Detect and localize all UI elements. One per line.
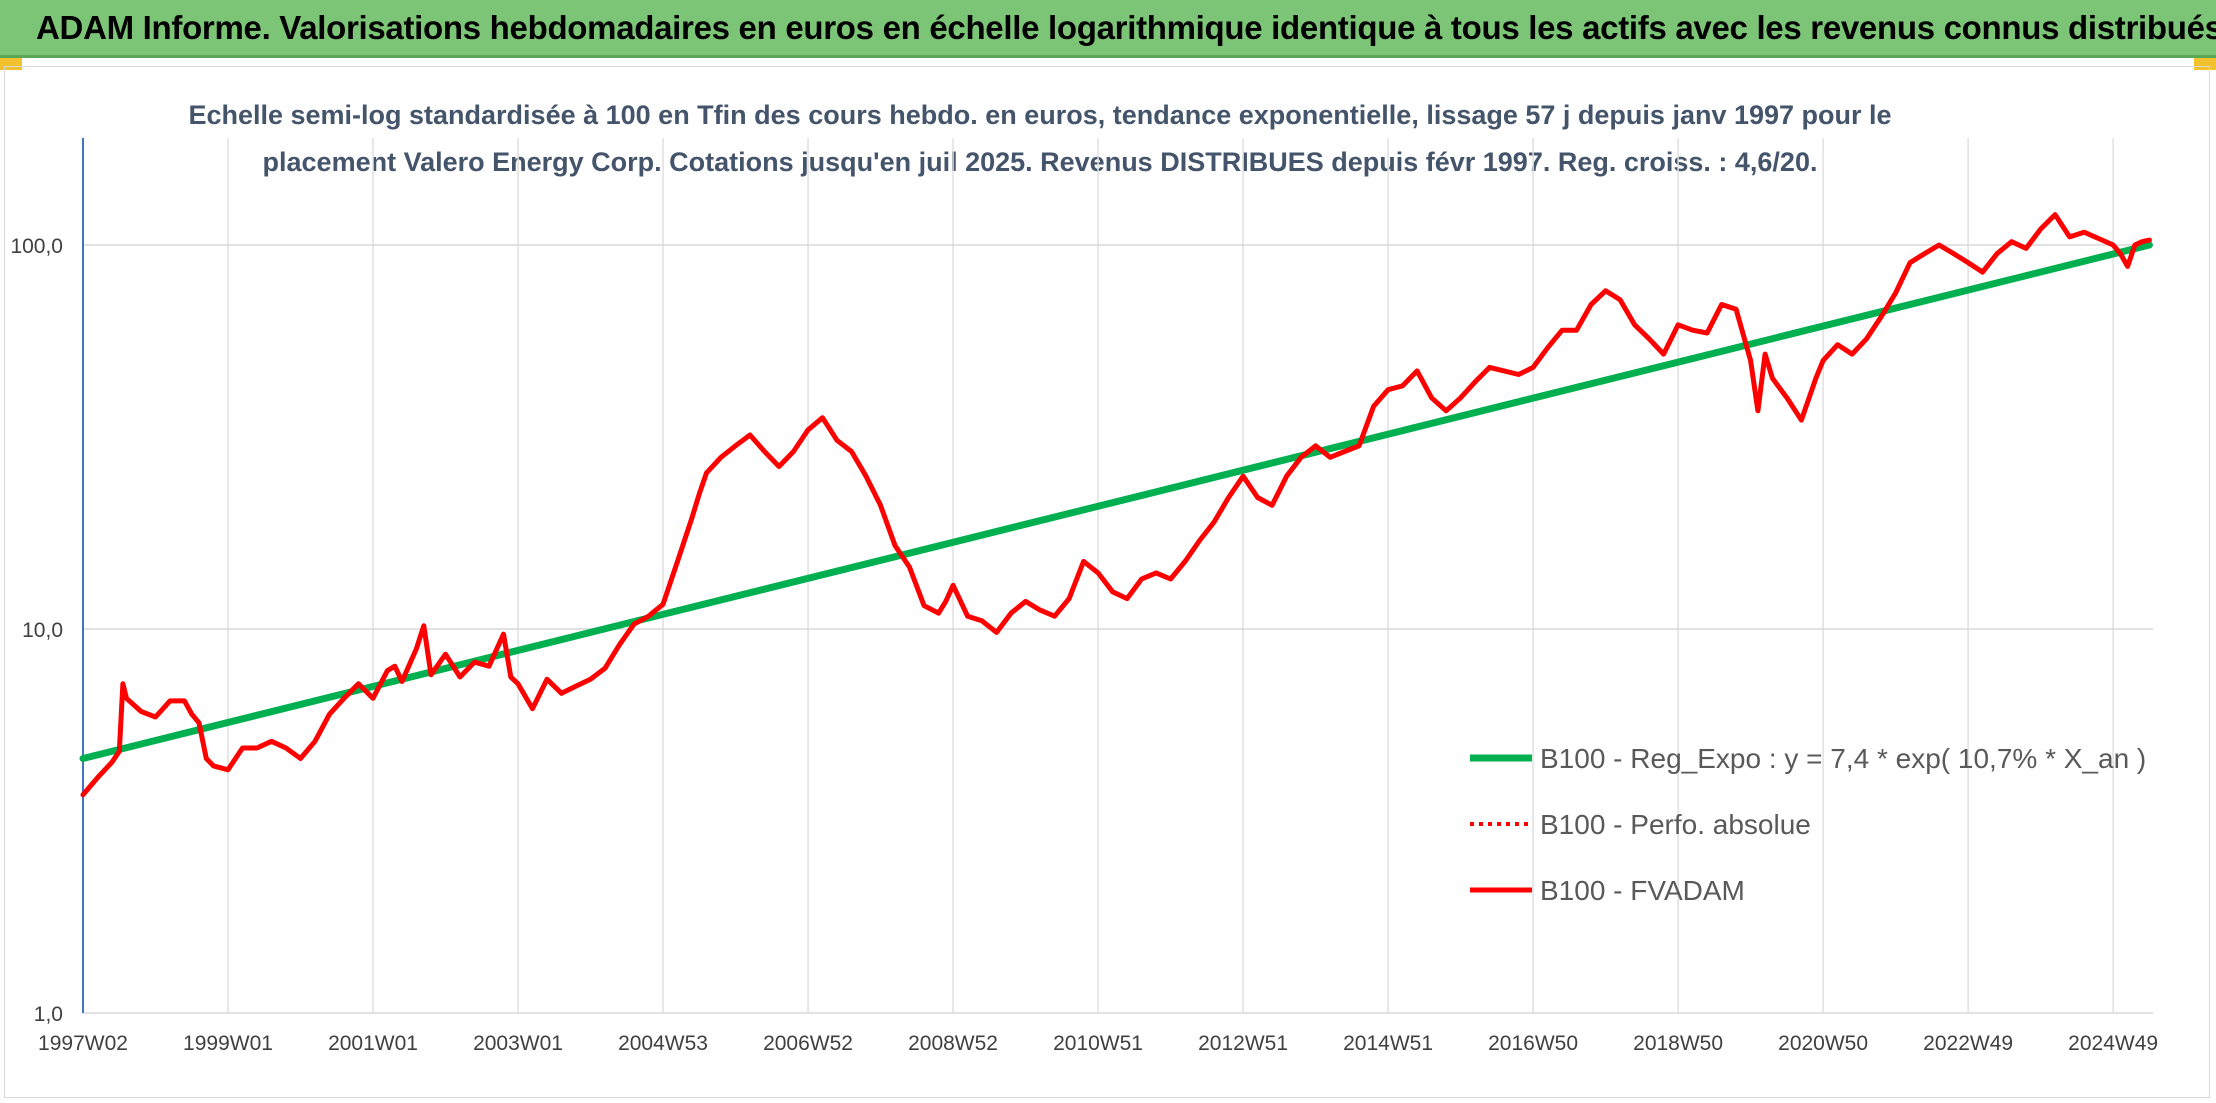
series-layer [79, 212, 2153, 798]
y-tick-label: 1,0 [34, 1003, 63, 1026]
header-banner: ADAM Informe. Valorisations hebdomadaire… [0, 0, 2216, 58]
corner-marker-left [0, 58, 22, 70]
x-tick-label: 2006W52 [763, 1032, 853, 1055]
x-tick-label: 2003W01 [473, 1032, 563, 1055]
fvadam-series-line [80, 212, 2152, 798]
chart-frame [4, 66, 2210, 1098]
x-axis-ticks: 1997W02 1999W01 2001W01 2003W01 2004W53 2006W… [38, 1032, 2158, 1055]
x-tick-label: 2004W53 [618, 1032, 708, 1055]
x-tick-label: 2022W49 [1923, 1032, 2013, 1055]
x-tick-label: 2012W51 [1198, 1032, 1288, 1055]
page-title: ADAM Informe. Valorisations hebdomadaire… [36, 9, 2216, 46]
legend: B100 - Reg_Expo : y = 7,4 * exp( 10,7% *… [1470, 743, 2146, 906]
x-tick-label: 2024W49 [2068, 1032, 2158, 1055]
legend-label: B100 - Perfo. absolue [1540, 809, 1811, 840]
legend-label: B100 - FVADAM [1540, 875, 1745, 906]
y-tick-label: 10,0 [22, 619, 63, 642]
x-tick-label: 2018W50 [1633, 1032, 1723, 1055]
x-tick-label: 2010W51 [1053, 1032, 1143, 1055]
chart-title: Echelle semi-log standardisée à 100 en T… [160, 92, 1920, 186]
corner-marker-right [2194, 58, 2216, 70]
regression-trend-line [79, 241, 2153, 762]
x-tick-label: 2020W50 [1778, 1032, 1868, 1055]
gridlines [82, 138, 2153, 1014]
chart-title-line-2: placement Valero Energy Corp. Cotations … [262, 147, 1818, 177]
y-axis-ticks: 1,0 10,0 100,0 [10, 235, 63, 1026]
x-tick-label: 1997W02 [38, 1032, 128, 1055]
x-tick-label: 2016W50 [1488, 1032, 1578, 1055]
x-tick-label: 1999W01 [183, 1032, 273, 1055]
y-tick-label: 100,0 [10, 235, 63, 258]
x-tick-label: 2008W52 [908, 1032, 998, 1055]
x-tick-label: 2001W01 [328, 1032, 418, 1055]
legend-label: B100 - Reg_Expo : y = 7,4 * exp( 10,7% *… [1540, 743, 2146, 774]
x-tick-label: 2014W51 [1343, 1032, 1433, 1055]
chart-title-line-1: Echelle semi-log standardisée à 100 en T… [188, 100, 1892, 130]
